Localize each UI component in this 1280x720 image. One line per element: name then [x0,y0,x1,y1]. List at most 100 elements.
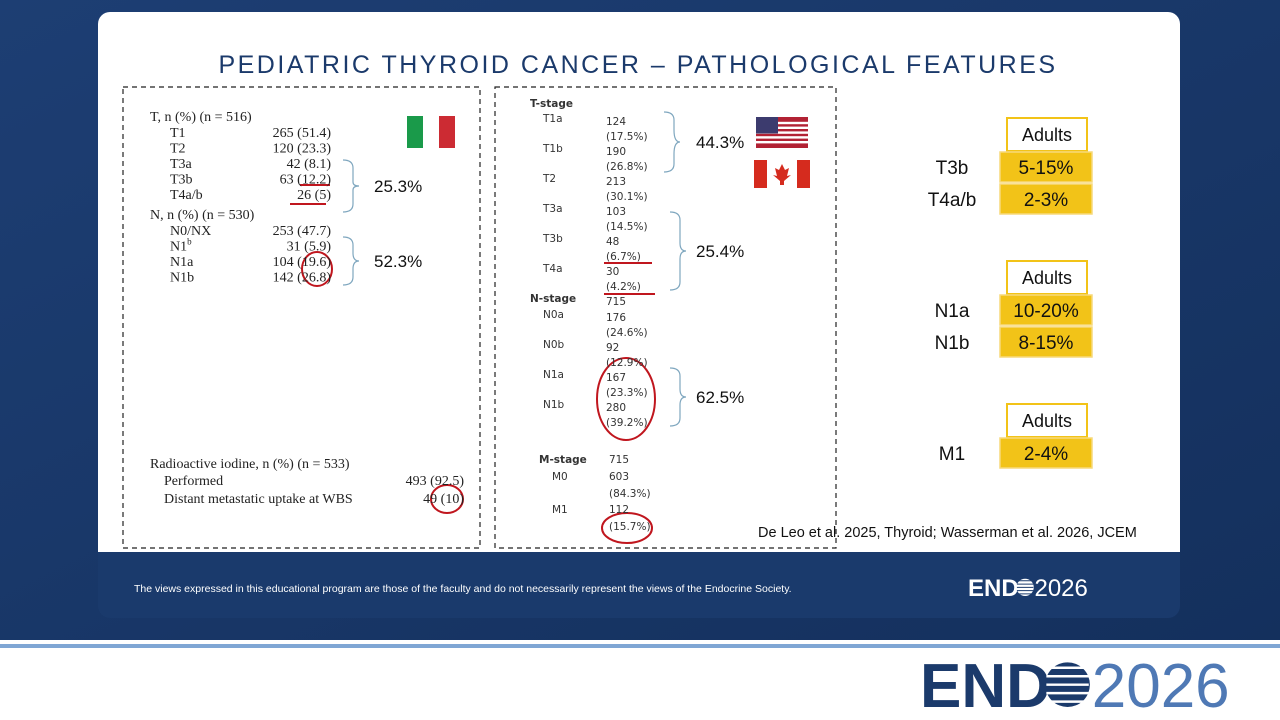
row-value: 49 (10) [423,492,464,507]
adults-label: T3b [936,158,969,179]
row-count: 103 [606,206,626,218]
superscript: b [187,237,192,247]
row-label: T3a [170,157,193,172]
row-label: Distant metastatic uptake at WBS [164,492,353,507]
canada-flag [754,160,810,188]
italy-flag [407,116,455,148]
row-count: 92 [606,342,619,354]
logo-year: 2026 [1034,575,1087,602]
row-label: M1 [552,504,568,516]
table-header: T, n (%) (n = 516) [150,110,252,125]
logo-year: 2026 [1092,652,1230,720]
row-label: T2 [542,173,556,185]
row-count: 190 [606,146,626,158]
row-label: N1b [170,237,192,255]
bracket-percent: 62.5% [696,388,744,407]
slide-title: PEDIATRIC THYROID CANCER – PATHOLOGICAL … [218,51,1057,79]
row-percent: (12.9%) [606,357,648,369]
adults-value-box [999,183,1093,215]
adults-header-box [1006,117,1088,152]
section-total: 715 [609,454,629,466]
brackets [342,111,687,427]
us-flag [756,117,808,148]
row-count: 30 [606,266,619,278]
adults-value: 10-20% [1013,301,1079,322]
bracket-percent: 44.3% [696,133,744,152]
row-value: 120 (23.3) [273,142,332,157]
row-label: T3b [170,173,193,188]
adults-value-box [999,294,1093,326]
row-value: 265 (51.4) [273,126,332,141]
row-value: 104 (19.6) [273,255,332,270]
row-value: 31 (5.9) [287,240,332,255]
row-label: T1 [170,126,186,141]
row-label: N1a [543,369,564,381]
row-percent: (23.3%) [606,387,648,399]
row-label: T1a [542,113,563,125]
adults-header: Adults [1022,268,1072,288]
disclaimer: The views expressed in this educational … [134,583,792,595]
adults-value: 2-4% [1024,444,1068,465]
card [98,12,1180,552]
row-label: T3a [542,203,563,215]
row-value: 26 (5) [297,188,331,203]
row-label: Performed [164,474,223,489]
adults-label: T4a/b [928,190,977,211]
row-percent: (84.3%) [609,488,651,500]
citation: De Leo et al. 2025, Thyroid; Wasserman e… [758,525,1137,541]
row-label: N0/NX [170,224,211,239]
logo-end: END [920,652,1051,720]
row-count: 167 [606,372,626,384]
adults-value: 5-15% [1019,158,1074,179]
row-label: T2 [170,142,186,157]
row-count: 603 [609,471,629,483]
bottom-rule [0,644,1280,648]
row-count: 48 [606,236,619,248]
adults-value-box [999,326,1093,358]
adults-header: Adults [1022,411,1072,431]
row-count: 280 [606,402,626,414]
row-percent: (4.2%) [606,281,641,293]
row-percent: (14.5%) [606,221,648,233]
row-label: N1a [170,255,194,270]
adults-value: 2-3% [1024,190,1068,211]
section-header: T-stage [530,98,573,110]
section-header: N-stage [530,293,576,305]
adults-header-box [1006,260,1088,295]
row-label: T3b [542,233,563,245]
row-value: 493 (92.5) [406,474,465,489]
adults-value: 8-15% [1019,333,1074,354]
row-percent: (6.7%) [606,251,641,263]
row-label: N0b [543,339,565,351]
adults-header: Adults [1022,125,1072,145]
row-label: T1b [542,143,563,155]
row-value: 63 (12.2) [280,173,332,188]
row-value: 142 (26.8) [273,271,332,286]
adults-header-box [1006,403,1088,438]
adults-value-box [999,437,1093,469]
row-percent: (17.5%) [606,131,648,143]
section-header: M-stage [539,454,587,466]
bracket-percent: 25.3% [374,177,422,196]
row-label: T4a/b [170,188,203,203]
adults-value-box [999,151,1093,183]
row-count: 213 [606,176,626,188]
brand-logo: END 2026 [920,652,1230,720]
row-percent: (26.8%) [606,161,648,173]
row-count: 176 [606,312,626,324]
row-percent: (24.6%) [606,327,648,339]
row-count: 124 [606,116,626,128]
row-value: 253 (47.7) [273,224,332,239]
section-total: 715 [606,296,626,308]
row-label: N0a [543,309,564,321]
row-percent: (15.7%) [609,521,651,533]
italy-panel [122,86,481,549]
row-label: M0 [552,471,568,483]
bracket-percent: 52.3% [374,252,422,271]
adults-label: N1b [935,333,970,354]
adults-label: M1 [939,444,965,465]
adults-label: N1a [935,301,970,322]
row-value: 42 (8.1) [287,157,332,172]
